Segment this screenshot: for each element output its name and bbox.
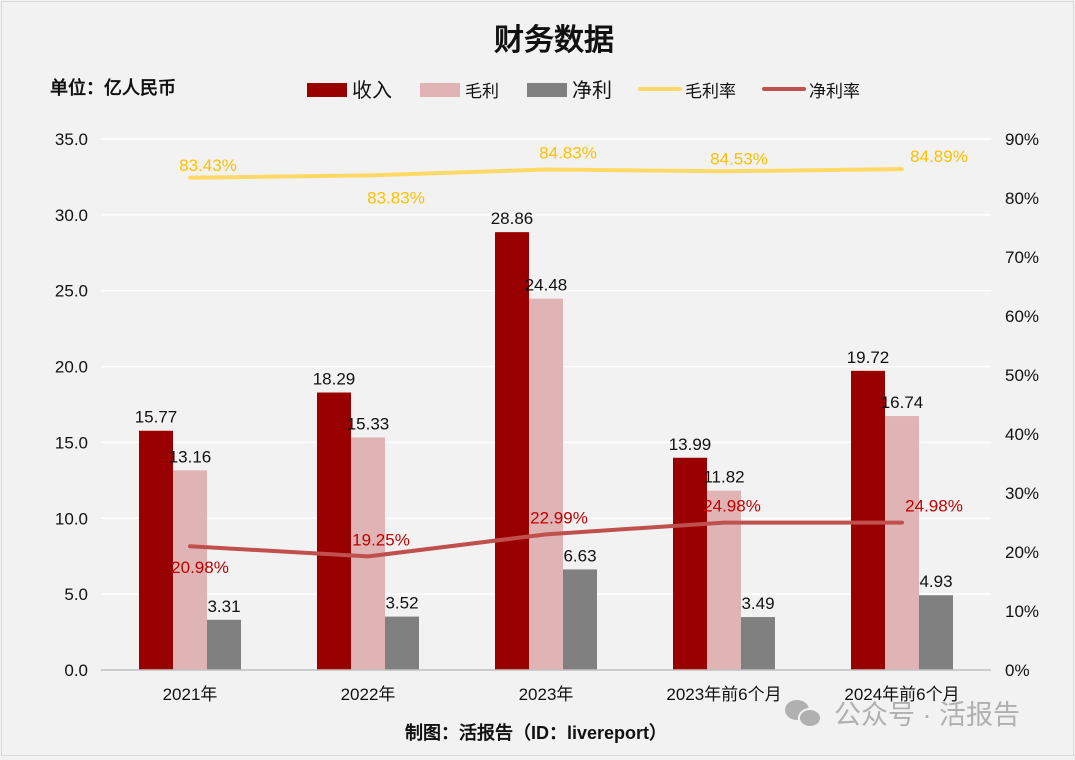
y-right-tick-label: 30% <box>1005 484 1039 503</box>
data-labels: 15.77 18.29 28.86 13.99 19.72 13.16 15.33 24.48… <box>135 144 968 616</box>
legend-label-收入: 收入 <box>352 79 392 102</box>
y-left-tick-label: 35.0 <box>55 130 88 149</box>
bar-value-label: 13.16 <box>169 447 212 466</box>
y-right-tick-label: 50% <box>1005 366 1039 385</box>
bar-value-label: 18.29 <box>313 370 356 389</box>
lines <box>188 167 904 559</box>
bar-净利 <box>919 595 953 670</box>
legend-label-净利: 净利 <box>572 79 612 102</box>
y-right-tick-label: 0% <box>1005 661 1030 680</box>
legend-label-毛利: 毛利 <box>465 82 499 101</box>
line-value-label: 84.53% <box>710 149 768 168</box>
bar-value-label: 28.86 <box>491 209 534 228</box>
bar-毛利 <box>885 416 919 670</box>
x-tick-label: 2022年 <box>341 685 396 704</box>
y-left-tick-label: 20.0 <box>55 358 88 377</box>
x-tick-label: 2021年 <box>163 685 218 704</box>
watermark-text: 公众号 · 活报告 <box>834 700 1020 730</box>
line-净利率 <box>188 520 904 559</box>
line-毛利率 <box>188 167 904 180</box>
y-right-tick-label: 90% <box>1005 130 1039 149</box>
bar-value-label: 16.74 <box>881 393 924 412</box>
bar-净利 <box>563 569 597 670</box>
bar-value-label: 24.48 <box>525 276 568 295</box>
y-left-tick-label: 30.0 <box>55 206 88 225</box>
bar-毛利 <box>173 470 207 670</box>
bar-净利 <box>741 617 775 670</box>
x-tick-label: 2023年 <box>519 685 574 704</box>
y-right-tick-label: 10% <box>1005 602 1039 621</box>
bar-毛利 <box>529 298 563 670</box>
line-value-label: 84.89% <box>910 147 968 166</box>
chart-title: 财务数据 <box>494 24 614 57</box>
bars <box>139 232 953 670</box>
unit-label: 单位：亿人民币 <box>50 77 176 98</box>
line-value-label: 24.98% <box>703 497 761 516</box>
bar-value-label: 13.99 <box>669 435 712 454</box>
bar-收入 <box>495 232 529 670</box>
y-right-tick-label: 60% <box>1005 307 1039 326</box>
bar-value-label: 4.93 <box>919 572 952 591</box>
legend: 收入 毛利 净利 毛利率 净利率 <box>307 79 860 102</box>
bar-毛利 <box>707 490 741 670</box>
y-right-tick-label: 20% <box>1005 543 1039 562</box>
bar-value-label: 11.82 <box>703 468 744 487</box>
line-value-label: 84.83% <box>539 144 597 163</box>
legend-label-净利率: 净利率 <box>809 82 860 101</box>
bar-收入 <box>673 457 707 670</box>
legend-swatch-净利 <box>527 83 567 97</box>
legend-swatch-收入 <box>307 83 347 97</box>
x-tick-label: 2023年前6个月 <box>666 685 781 704</box>
bar-value-label: 15.77 <box>135 408 178 427</box>
bar-收入 <box>139 430 173 670</box>
legend-label-毛利率: 毛利率 <box>685 82 736 101</box>
bar-净利 <box>385 616 419 670</box>
bar-value-label: 15.33 <box>347 414 390 433</box>
y-right-tick-label: 40% <box>1005 425 1039 444</box>
wechat-icon <box>785 700 822 728</box>
y-left-tick-label: 15.0 <box>55 433 88 452</box>
line-value-label: 22.99% <box>530 508 588 527</box>
y-right-tick-label: 70% <box>1005 248 1039 267</box>
line-value-label: 24.98% <box>905 497 963 516</box>
bar-value-label: 3.52 <box>385 594 418 613</box>
line-value-label: 20.98% <box>171 558 229 577</box>
axes: 0.0 5.0 10.0 15.0 20.0 25.0 30.0 35.0 0% 10% 20% 30… <box>55 130 1039 704</box>
y-left-tick-label: 0.0 <box>64 661 88 680</box>
wechat-watermark: 公众号 · 活报告 <box>785 700 1020 730</box>
x-tick-label: 2024年前6个月 <box>844 685 959 704</box>
y-left-tick-label: 10.0 <box>55 509 88 528</box>
bar-净利 <box>207 619 241 670</box>
bar-value-label: 6.63 <box>563 546 596 565</box>
line-value-label: 19.25% <box>352 530 410 549</box>
bar-value-label: 3.49 <box>741 594 774 613</box>
y-left-tick-label: 5.0 <box>64 585 88 604</box>
line-value-label: 83.83% <box>367 188 425 207</box>
bar-收入 <box>317 392 351 670</box>
bar-收入 <box>851 370 885 670</box>
legend-swatch-毛利 <box>420 83 460 97</box>
bar-value-label: 3.31 <box>207 597 240 616</box>
y-left-tick-label: 25.0 <box>55 282 88 301</box>
line-value-label: 83.43% <box>179 156 237 175</box>
y-right-tick-label: 80% <box>1005 189 1039 208</box>
bar-value-label: 19.72 <box>847 348 890 367</box>
credit-text: 制图：活报告（ID：livereport） <box>405 722 667 743</box>
